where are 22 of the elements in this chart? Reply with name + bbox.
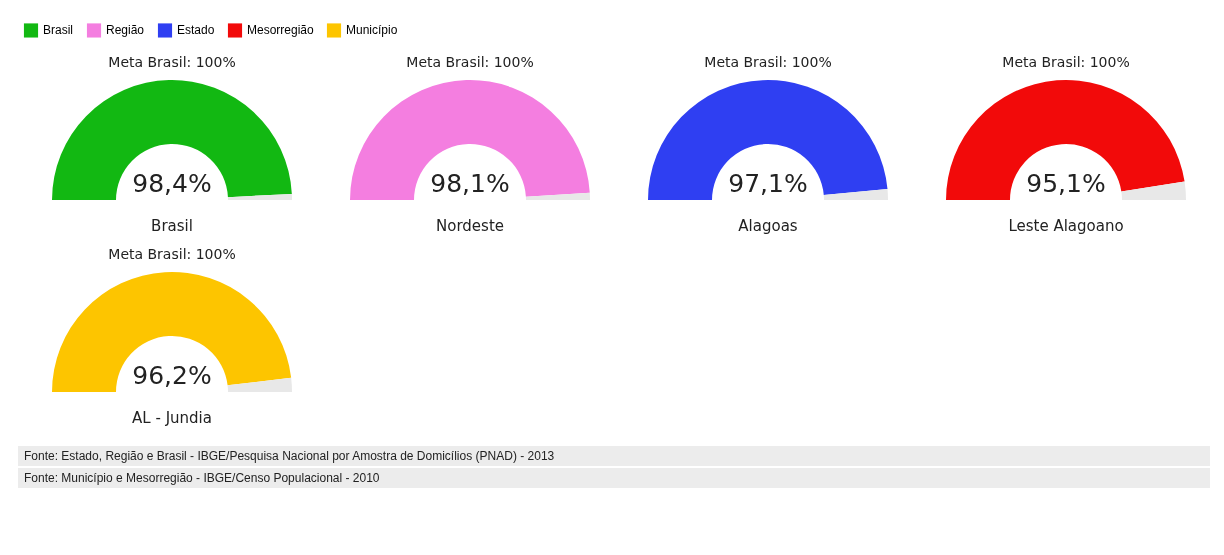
text: Meta Brasil: 100%: [108, 54, 236, 70]
legend-label: Estado: [177, 23, 215, 38]
text: Leste Alagoano: [1008, 217, 1124, 235]
text: Alagoas: [738, 217, 798, 235]
legend-label: Região: [106, 23, 145, 38]
text: Meta Brasil: 100%: [108, 246, 236, 262]
legend-label: Município: [346, 23, 398, 38]
data-label: 98,4%: [132, 169, 212, 198]
text: Nordeste: [436, 217, 504, 235]
text: Meta Brasil: 100%: [406, 54, 534, 70]
text: Meta Brasil: 100%: [704, 54, 832, 70]
source-note: Fonte: Município e Mesorregião - IBGE/Censo Populacional - 2010: [18, 468, 1210, 488]
legend-label: Brasil: [43, 23, 74, 38]
text: AL - Jundia: [132, 409, 212, 427]
text: Meta Brasil: 100%: [1002, 54, 1130, 70]
legend-label: Mesorregião: [247, 23, 315, 38]
data-label: 97,1%: [728, 169, 808, 198]
data-label: 96,2%: [132, 361, 212, 390]
data-label: 98,1%: [430, 169, 510, 198]
source-note: Fonte: Estado, Região e Brasil - IBGE/Pesquisa Nacional por Amostra de Domicílios (PNAD) - 2013: [18, 446, 1210, 466]
text: Brasil: [151, 217, 193, 235]
data-label: 95,1%: [1026, 169, 1106, 198]
